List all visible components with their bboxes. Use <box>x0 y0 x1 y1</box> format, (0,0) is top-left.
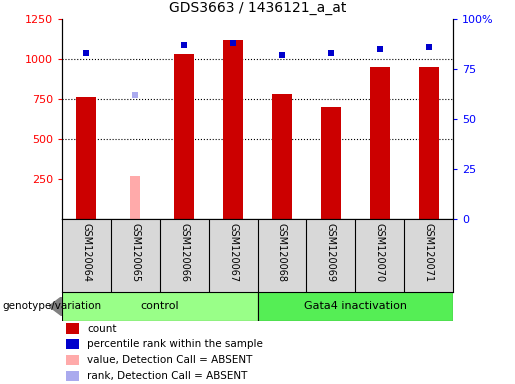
Text: GSM120071: GSM120071 <box>424 223 434 281</box>
Bar <box>66 371 79 381</box>
Text: GSM120069: GSM120069 <box>326 223 336 281</box>
Bar <box>130 176 140 219</box>
Text: GSM120070: GSM120070 <box>375 223 385 281</box>
Text: percentile rank within the sample: percentile rank within the sample <box>87 339 263 349</box>
Bar <box>419 67 438 219</box>
Title: GDS3663 / 1436121_a_at: GDS3663 / 1436121_a_at <box>169 2 346 15</box>
Bar <box>76 98 96 219</box>
Bar <box>66 323 79 334</box>
Bar <box>272 94 291 219</box>
Text: GSM120065: GSM120065 <box>130 223 140 281</box>
Text: value, Detection Call = ABSENT: value, Detection Call = ABSENT <box>87 355 253 365</box>
Text: GSM120068: GSM120068 <box>277 223 287 281</box>
Text: GSM120064: GSM120064 <box>81 223 91 281</box>
Text: GSM120066: GSM120066 <box>179 223 189 281</box>
Bar <box>321 107 340 219</box>
Text: GSM120067: GSM120067 <box>228 223 238 281</box>
Bar <box>258 292 453 321</box>
Text: control: control <box>140 301 179 311</box>
Text: count: count <box>87 324 117 334</box>
Text: genotype/variation: genotype/variation <box>3 301 101 311</box>
Bar <box>223 40 243 219</box>
Bar <box>370 67 389 219</box>
Text: rank, Detection Call = ABSENT: rank, Detection Call = ABSENT <box>87 371 248 381</box>
Bar <box>66 339 79 349</box>
Bar <box>62 292 258 321</box>
Bar <box>66 355 79 365</box>
Polygon shape <box>49 296 62 316</box>
Text: Gata4 inactivation: Gata4 inactivation <box>304 301 407 311</box>
Bar <box>174 55 194 219</box>
